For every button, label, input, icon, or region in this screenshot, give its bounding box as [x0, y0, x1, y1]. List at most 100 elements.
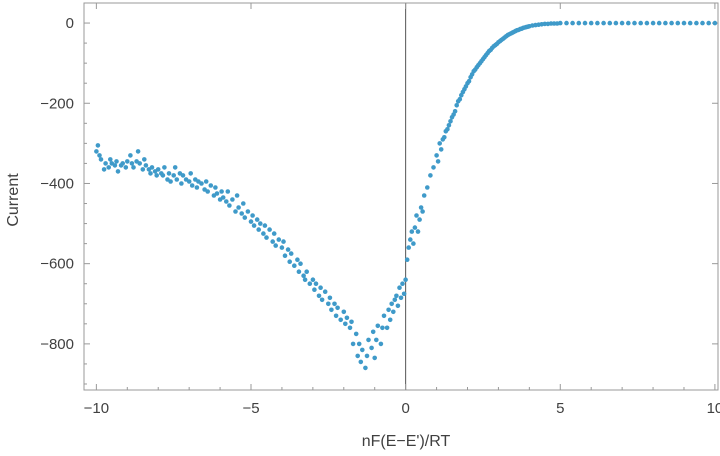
- data-point: [414, 213, 419, 218]
- data-point: [219, 189, 224, 194]
- data-point: [270, 239, 276, 244]
- data-point: [318, 285, 323, 291]
- data-point: [360, 347, 365, 353]
- data-point: [298, 261, 303, 267]
- data-point: [570, 20, 575, 26]
- data-point: [106, 165, 111, 170]
- data-point: [282, 253, 288, 258]
- data-point: [638, 20, 643, 26]
- data-point: [500, 36, 506, 41]
- data-point: [234, 193, 240, 198]
- data-point: [418, 205, 424, 210]
- data-point: [644, 20, 650, 26]
- data-point: [227, 203, 232, 208]
- data-point: [472, 67, 478, 72]
- data-point: [258, 221, 263, 226]
- data-point: [338, 317, 344, 323]
- data-point: [619, 20, 625, 26]
- data-point: [335, 305, 340, 311]
- data-point: [576, 20, 582, 26]
- data-point: [281, 239, 286, 244]
- data-point: [288, 251, 294, 256]
- data-point: [186, 179, 192, 184]
- data-point: [369, 345, 374, 351]
- data-point: [285, 247, 291, 252]
- data-point: [366, 337, 371, 343]
- data-point: [400, 281, 405, 287]
- data-point: [287, 259, 293, 265]
- data-point: [454, 103, 460, 108]
- data-point: [168, 179, 173, 184]
- data-point: [446, 123, 452, 128]
- data-point: [712, 20, 718, 26]
- data-point: [97, 153, 102, 158]
- data-point: [687, 20, 693, 26]
- data-point: [409, 229, 415, 234]
- data-point: [140, 167, 146, 172]
- data-point: [261, 231, 266, 236]
- y-axis-label: Current: [5, 173, 22, 227]
- data-point: [613, 20, 619, 26]
- data-point: [143, 163, 149, 168]
- data-point: [387, 317, 393, 323]
- data-point: [188, 171, 193, 176]
- data-point: [142, 157, 147, 162]
- data-point: [380, 325, 385, 331]
- data-point: [364, 353, 370, 359]
- data-point: [279, 245, 285, 250]
- data-point: [669, 20, 674, 26]
- data-point: [131, 165, 136, 170]
- data-point: [425, 185, 430, 190]
- data-point: [374, 337, 379, 343]
- data-point: [356, 341, 362, 347]
- x-tick-label: 10: [707, 400, 720, 417]
- y-tick-label: −200: [40, 95, 74, 112]
- data-point: [434, 153, 439, 158]
- data-point: [384, 325, 390, 331]
- data-point: [312, 287, 317, 293]
- data-point: [171, 173, 176, 178]
- data-point: [341, 309, 347, 315]
- data-point: [488, 47, 494, 53]
- data-point: [114, 159, 119, 164]
- data-point: [343, 321, 348, 327]
- data-point: [656, 20, 662, 26]
- data-point: [349, 319, 354, 325]
- data-point: [421, 193, 427, 198]
- x-tick-label: −5: [242, 400, 259, 417]
- data-point: [322, 289, 328, 295]
- data-point: [101, 167, 107, 172]
- data-point: [149, 165, 155, 170]
- data-point: [254, 217, 260, 222]
- data-point: [363, 365, 368, 371]
- data-point: [292, 263, 297, 269]
- data-point: [224, 199, 229, 204]
- y-tick-label: −400: [40, 175, 74, 192]
- data-point: [267, 227, 272, 232]
- data-point: [588, 20, 594, 26]
- data-point: [123, 165, 129, 170]
- data-point: [417, 217, 422, 222]
- data-point: [353, 331, 359, 337]
- data-point: [302, 277, 308, 283]
- data-point: [632, 20, 637, 26]
- data-point: [601, 20, 606, 26]
- data-point: [180, 173, 186, 178]
- data-point: [264, 235, 269, 240]
- data-point: [155, 167, 161, 172]
- data-point: [271, 231, 277, 236]
- data-point: [438, 147, 444, 152]
- data-point: [129, 161, 135, 166]
- data-point: [220, 195, 226, 200]
- data-point: [225, 189, 231, 194]
- data-point: [386, 307, 391, 313]
- data-point: [607, 20, 613, 26]
- data-point: [397, 285, 402, 291]
- data-point: [172, 165, 178, 170]
- data-point: [675, 20, 681, 26]
- data-point: [205, 189, 210, 194]
- data-point: [262, 223, 268, 228]
- data-point: [392, 297, 398, 303]
- data-point: [564, 20, 569, 26]
